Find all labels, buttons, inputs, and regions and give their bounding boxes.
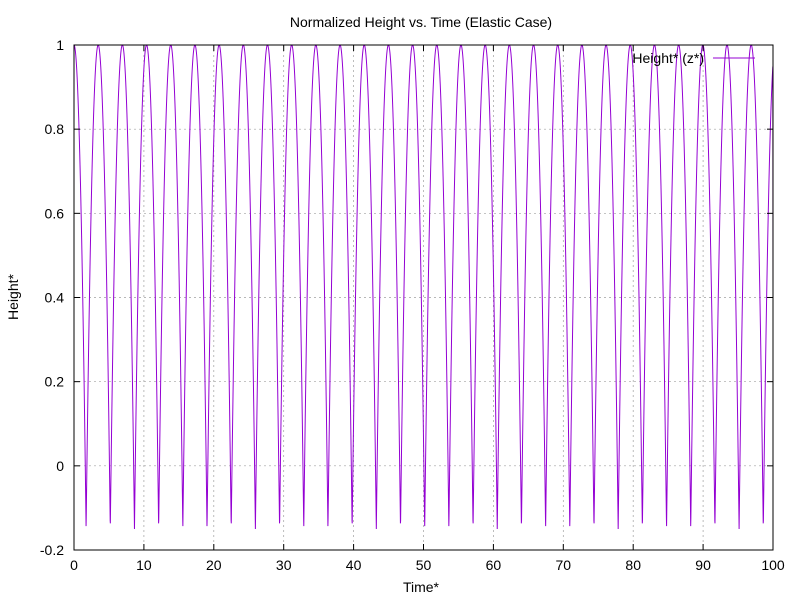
- grid: [74, 45, 773, 550]
- y-tick-label: 0.4: [45, 290, 65, 306]
- legend: Height* (z*): [632, 50, 755, 66]
- y-tick-label: -0.2: [40, 542, 64, 558]
- x-tick-label: 90: [695, 557, 711, 573]
- x-tick-label: 20: [206, 557, 222, 573]
- y-tick-label: 0.6: [45, 205, 65, 221]
- tick-marks: [73, 44, 774, 551]
- x-tick-label: 30: [276, 557, 292, 573]
- chart-title: Normalized Height vs. Time (Elastic Case…: [290, 14, 552, 30]
- legend-label: Height* (z*): [632, 50, 704, 66]
- x-tick-label: 0: [70, 557, 78, 573]
- x-tick-label: 100: [761, 557, 785, 573]
- x-tick-label: 70: [556, 557, 572, 573]
- x-tick-label: 40: [346, 557, 362, 573]
- y-tick-label: 0: [56, 458, 64, 474]
- y-axis-label: Height*: [5, 273, 21, 319]
- x-tick-label: 60: [486, 557, 502, 573]
- x-tick-label: 50: [416, 557, 432, 573]
- y-tick-labels: -0.2 0 0.2 0.4 0.6 0.8 1: [40, 37, 64, 558]
- x-tick-labels: 0 10 20 30 40 50 60 70 80 90 100: [70, 557, 785, 573]
- y-tick-label: 1: [56, 37, 64, 53]
- x-axis-label: Time*: [403, 579, 440, 595]
- x-tick-label: 80: [625, 557, 641, 573]
- series-layer: [73, 44, 774, 529]
- y-tick-label: 0.8: [45, 121, 65, 137]
- y-tick-label: 0.2: [45, 374, 65, 390]
- series-line-height: [73, 44, 774, 529]
- x-tick-label: 10: [136, 557, 152, 573]
